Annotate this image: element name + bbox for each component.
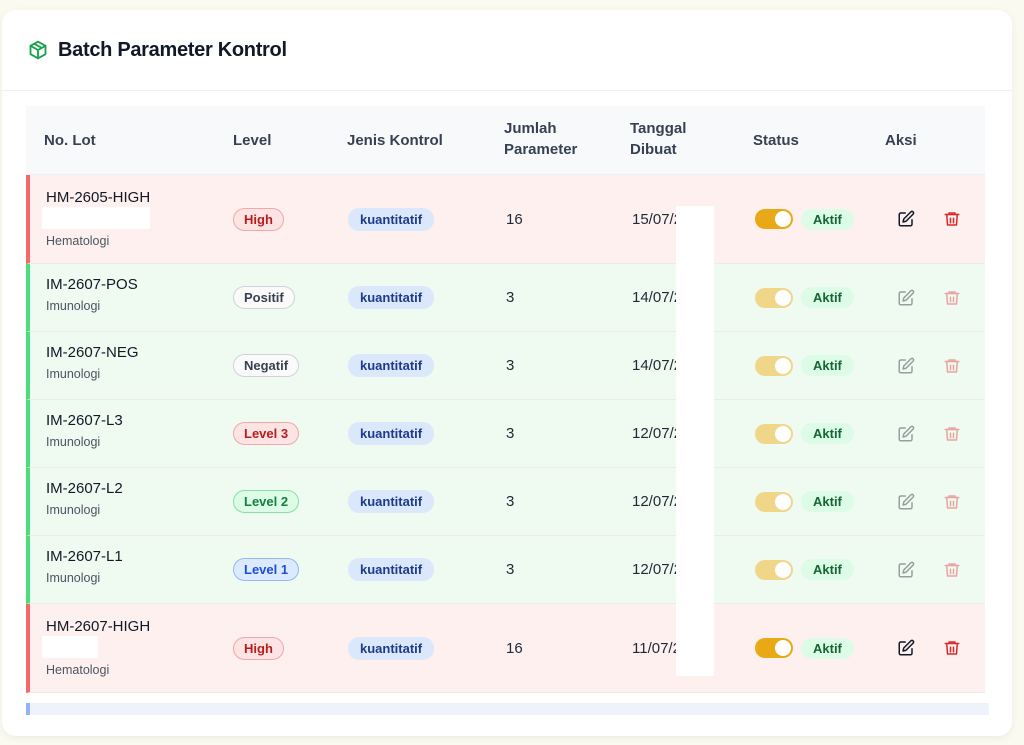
trash-icon[interactable] xyxy=(943,289,961,307)
created-date: 15/07/2 xyxy=(632,210,683,228)
redacted-area xyxy=(42,207,150,229)
jenis-badge: kuantitatif xyxy=(348,636,435,660)
status-badge: Aktif xyxy=(801,637,854,659)
table-row[interactable]: IM-2607-POS Imunologi Positif kuantitati… xyxy=(26,264,985,332)
parameter-count: 16 xyxy=(506,210,523,228)
status-badge: Aktif xyxy=(801,208,854,230)
jenis-badge: kuantitatif xyxy=(348,490,435,513)
parameter-count: 3 xyxy=(506,493,515,510)
table-row[interactable]: IM-2607-L1 Imunologi Level 1 kuantitatif… xyxy=(26,536,985,604)
created-date: 12/07/2 xyxy=(632,425,683,442)
trash-icon[interactable] xyxy=(943,561,961,579)
table-header: No. Lot Level Jenis Kontrol Jumlah Parame… xyxy=(26,106,985,175)
col-jenis[interactable]: Jenis Kontrol xyxy=(347,131,443,149)
jenis-badge: kuantitatif xyxy=(348,286,435,309)
lot-number: HM-2605-HIGH xyxy=(46,189,151,206)
level-badge: Level 3 xyxy=(233,422,300,445)
status-badge: Aktif xyxy=(801,423,854,444)
level-badge: Level 1 xyxy=(233,558,300,581)
edit-icon[interactable] xyxy=(897,561,915,579)
status-toggle[interactable] xyxy=(755,638,793,658)
parameter-count: 3 xyxy=(506,357,515,374)
lot-number: HM-2607-HIGH xyxy=(46,618,151,635)
col-lot[interactable]: No. Lot xyxy=(44,131,96,149)
level-badge: High xyxy=(233,207,284,231)
page-title: Batch Parameter Kontrol xyxy=(58,38,287,61)
redacted-column xyxy=(676,206,714,676)
lot-department: Imunologi xyxy=(46,435,101,449)
status-toggle[interactable] xyxy=(755,423,793,444)
status-badge: Aktif xyxy=(801,287,854,308)
level-badge: High xyxy=(233,636,284,660)
status-badge: Aktif xyxy=(801,491,854,512)
col-status[interactable]: Status xyxy=(753,131,799,149)
status-badge: Aktif xyxy=(801,559,854,580)
edit-icon[interactable] xyxy=(897,289,915,307)
lot-number: IM-2607-NEG xyxy=(46,344,139,361)
col-jumlah[interactable]: Jumlah Parameter xyxy=(504,120,578,158)
trash-icon[interactable] xyxy=(943,639,961,657)
lot-department: Hematologi xyxy=(46,663,110,677)
created-date: 12/07/2 xyxy=(632,493,683,510)
jenis-badge: kuantitatif xyxy=(348,207,435,231)
status-toggle[interactable] xyxy=(755,287,793,308)
edit-icon[interactable] xyxy=(897,425,915,443)
lot-department: Imunologi xyxy=(46,503,101,517)
jenis-badge: kuantitatif xyxy=(348,558,435,581)
next-row-partial xyxy=(26,703,989,715)
parameter-count: 3 xyxy=(506,289,515,306)
status-toggle[interactable] xyxy=(755,559,793,580)
status-toggle[interactable] xyxy=(755,491,793,512)
lot-department: Imunologi xyxy=(46,299,101,313)
trash-icon[interactable] xyxy=(943,493,961,511)
col-tanggal[interactable]: Tanggal Dibuat xyxy=(630,120,687,158)
table-row[interactable]: IM-2607-L3 Imunologi Level 3 kuantitatif… xyxy=(26,400,985,468)
status-badge: Aktif xyxy=(801,355,854,376)
lot-number: IM-2607-L2 xyxy=(46,480,123,497)
col-level[interactable]: Level xyxy=(233,131,272,149)
table-row[interactable]: IM-2607-L2 Imunologi Level 2 kuantitatif… xyxy=(26,468,985,536)
parameter-count: 3 xyxy=(506,425,515,442)
created-date: 12/07/2 xyxy=(632,561,683,578)
table-row[interactable]: HM-2605-HIGH Hematologi High kuantitatif… xyxy=(26,175,985,264)
edit-icon[interactable] xyxy=(897,493,915,511)
parameter-count: 3 xyxy=(506,561,515,578)
edit-icon[interactable] xyxy=(897,357,915,375)
created-date: 11/07/2 xyxy=(632,639,681,657)
lot-number: IM-2607-L3 xyxy=(46,412,123,429)
lot-number: IM-2607-L1 xyxy=(46,548,123,565)
table-row[interactable]: HM-2607-HIGH Hematologi High kuantitatif… xyxy=(26,604,985,693)
redacted-area xyxy=(42,636,98,658)
level-badge: Negatif xyxy=(233,354,300,377)
jenis-badge: kuantitatif xyxy=(348,354,435,377)
created-date: 14/07/2 xyxy=(632,357,683,374)
level-badge: Positif xyxy=(233,286,295,309)
lot-department: Hematologi xyxy=(46,234,110,248)
box-icon xyxy=(28,40,48,60)
lot-department: Imunologi xyxy=(46,367,101,381)
lot-department: Imunologi xyxy=(46,571,101,585)
level-badge: Level 2 xyxy=(233,490,300,513)
batch-table: No. Lot Level Jenis Kontrol Jumlah Parame… xyxy=(26,106,985,726)
table-row[interactable]: IM-2607-NEG Imunologi Negatif kuantitati… xyxy=(26,332,985,400)
trash-icon[interactable] xyxy=(943,425,961,443)
status-toggle[interactable] xyxy=(755,355,793,376)
edit-icon[interactable] xyxy=(897,639,915,657)
created-date: 14/07/2 xyxy=(632,289,683,306)
col-aksi: Aksi xyxy=(885,131,917,149)
trash-icon[interactable] xyxy=(943,357,961,375)
edit-icon[interactable] xyxy=(897,210,915,228)
lot-number: IM-2607-POS xyxy=(46,276,138,293)
parameter-count: 16 xyxy=(506,639,523,657)
jenis-badge: kuantitatif xyxy=(348,422,435,445)
status-toggle[interactable] xyxy=(755,209,793,229)
card-header: Batch Parameter Kontrol xyxy=(2,10,1012,91)
trash-icon[interactable] xyxy=(943,210,961,228)
